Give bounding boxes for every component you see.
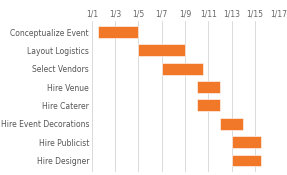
- Bar: [197, 81, 220, 93]
- Bar: [232, 155, 261, 166]
- Bar: [220, 118, 243, 130]
- Bar: [98, 26, 139, 38]
- Bar: [138, 44, 185, 56]
- Bar: [162, 63, 203, 75]
- Bar: [197, 99, 220, 111]
- Bar: [232, 136, 261, 148]
